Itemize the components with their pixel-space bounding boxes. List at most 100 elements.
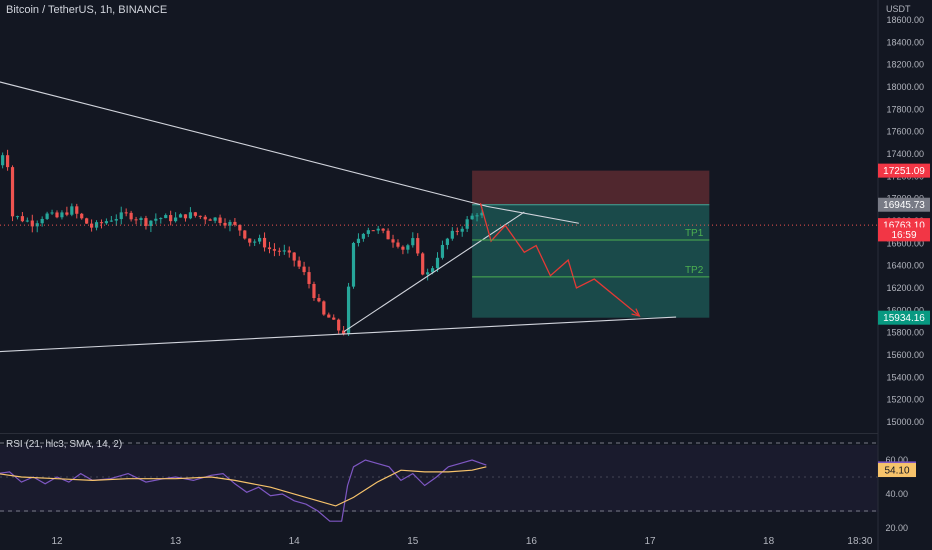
candle-body [89,223,94,228]
candle-body [421,253,425,275]
candle-body [371,230,375,232]
price-label-bg [878,310,930,325]
price-tick: 18600.00 [886,15,924,25]
candle-body [238,224,242,231]
price-tick: 16000.00 [886,305,924,315]
candle-body [40,218,44,224]
price-tick: 18400.00 [886,37,924,47]
price-tick: 17400.00 [886,149,924,159]
candle-body [218,217,222,223]
price-label-bg [878,163,930,178]
price-label-bg [878,197,930,212]
trendlines[interactable] [0,81,677,353]
candle-body [164,215,168,219]
price-label: 17251.09 [883,166,925,177]
candle-body [154,218,158,221]
time-tick: 14 [289,536,301,547]
candle-body [228,221,232,226]
price-tick: 17600.00 [886,127,924,137]
price-tick: 16200.00 [886,283,924,293]
candle-body [248,238,252,243]
time-tick: 16 [526,536,538,547]
take-profit-zone [472,204,710,318]
candle-body [198,215,202,217]
trendline [0,81,488,208]
candle-body [109,220,113,222]
candle-body [223,222,227,226]
price-label: 15934.16 [883,313,925,324]
candle-body [401,246,405,250]
rsi-value-label: 54.10 [884,466,909,477]
stop-loss-zone [472,170,710,205]
candle-body [203,216,207,220]
rsi-tick: 40.00 [885,489,908,499]
price-labels: 17251.0916945.7316763.1016:5915934.1655.… [878,163,930,478]
candle-body [99,222,104,224]
candle-body [104,221,109,224]
candle-body [10,167,15,217]
candle-body [15,216,20,218]
position-zone[interactable] [472,170,710,318]
projection-path[interactable] [479,202,641,317]
tp-label: TP1 [685,228,704,239]
candle-body [317,298,321,302]
rsi-title[interactable]: RSI (21, hlc3, SMA, 14, 2) [6,439,123,450]
candle-body [124,212,128,214]
candle-body [475,215,479,217]
price-label: 16:59 [891,230,916,241]
candle-body [435,257,440,269]
price-tick: 15800.00 [886,328,924,338]
price-tick: 16600.00 [886,238,924,248]
candle-body [411,238,415,246]
candle-body [386,230,390,240]
take-profit-lines[interactable]: TP1 TP2 [472,228,710,278]
candle-body [277,250,281,252]
pane-divider [0,433,878,434]
candle-body [267,247,272,250]
candle-body [337,319,341,331]
candle-body [178,214,183,218]
candle-body [302,266,306,273]
rsi-value-bg [878,463,916,478]
candle-body [174,217,178,222]
time-tick: 12 [51,536,63,547]
candle-body [134,219,138,221]
candle-body [262,237,267,248]
price-axis[interactable]: 18600.00 18400.00 18200.00 18000.00 17800.00… [885,15,924,533]
rsi-line [0,459,487,522]
price-tick: 18000.00 [886,82,924,92]
candle-body [208,219,212,221]
candle-body [258,237,262,242]
symbol-title[interactable]: Bitcoin / TetherUS, 1h, BINANCE [6,4,168,16]
price-tick: 15400.00 [886,372,924,382]
candle-body [450,230,454,239]
rsi-tick: 60.00 [885,455,908,465]
candle-body [396,242,400,247]
candle-body [351,242,356,287]
candle-body [80,213,84,219]
candle-body [159,218,163,220]
price-label-bg [878,227,930,242]
time-tick: 13 [170,536,182,547]
candle-body [366,230,370,234]
candle-body [312,283,316,299]
time-axis[interactable]: 12 13 14 15 16 17 18 18:30 [51,536,872,547]
projection-arrowhead [631,308,641,317]
candle-body [55,212,59,218]
price-label: 16763.10 [883,221,925,232]
candle-body [391,239,395,243]
candle-body [406,245,410,250]
candle-body [5,155,10,168]
candle-body [30,220,34,227]
candle-body [35,223,39,227]
candle-body [327,314,331,318]
candle-body [287,250,291,253]
candle-body [75,206,79,214]
candle-body [85,218,89,224]
price-tick: 17800.00 [886,104,924,114]
price-tick: 18200.00 [886,60,924,70]
candle-body [445,238,449,245]
candle-body [119,212,123,220]
price-label: 16945.73 [883,200,925,211]
